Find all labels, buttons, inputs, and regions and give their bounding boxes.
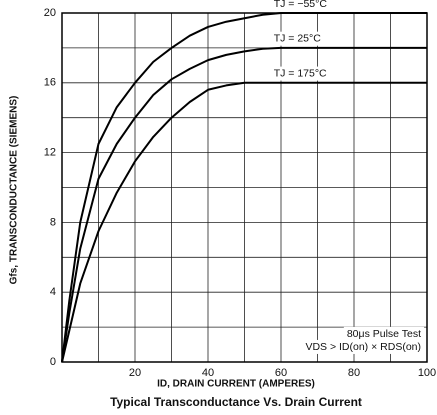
y-axis-label: Gfs, TRANSCONDUCTANCE (SIEMENS) <box>9 96 20 285</box>
x-tick-label: 60 <box>275 367 287 379</box>
annotation-bg <box>302 339 424 354</box>
legend-label: TJ = −55°C <box>274 0 328 10</box>
chart-title: Typical Transconductance Vs. Drain Curre… <box>110 395 362 409</box>
series-line <box>61 12 427 363</box>
y-tick-label: 0 <box>50 356 56 368</box>
series-line <box>61 46 427 363</box>
legend-label: TJ = 25°C <box>274 33 322 45</box>
y-tick-label: 16 <box>44 77 56 89</box>
annotation: 80μs Pulse Test <box>347 328 421 340</box>
legend-label: TJ = 175°C <box>274 68 327 80</box>
y-tick-label: 4 <box>50 286 56 298</box>
legend-label-bg <box>270 31 325 46</box>
y-tick-label: 12 <box>44 147 56 159</box>
x-tick-label: 100 <box>418 367 436 379</box>
y-tick-label: 8 <box>50 216 56 228</box>
y-tick-label: 20 <box>44 7 56 19</box>
annotation-bg <box>343 326 425 341</box>
plot-frame <box>61 12 428 363</box>
legend-label-bg <box>270 0 331 11</box>
x-tick-label: 20 <box>129 367 141 379</box>
x-tick-label: 80 <box>348 367 360 379</box>
x-axis-label: ID, DRAIN CURRENT (AMPERES) <box>157 379 315 390</box>
annotation: VDS > ID(on) × RDS(on) <box>305 341 421 353</box>
x-tick-label: 40 <box>202 367 214 379</box>
legend-label-bg <box>270 66 331 81</box>
series-line <box>61 81 427 363</box>
